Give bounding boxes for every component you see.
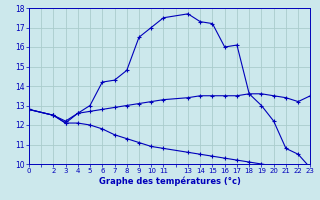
X-axis label: Graphe des températures (°c): Graphe des températures (°c): [99, 177, 241, 186]
